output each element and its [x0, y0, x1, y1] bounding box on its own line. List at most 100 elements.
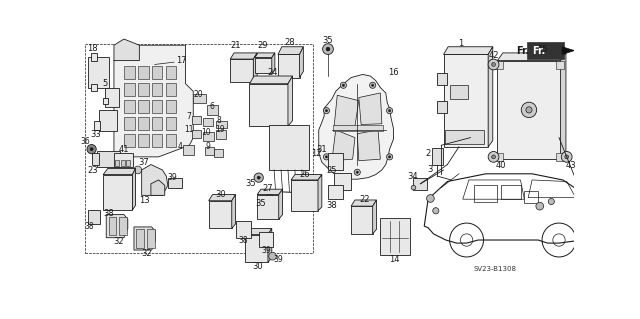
- Bar: [136, 229, 144, 248]
- Bar: [152, 83, 163, 96]
- Text: 12: 12: [311, 149, 322, 158]
- Circle shape: [387, 108, 393, 114]
- Circle shape: [90, 148, 93, 151]
- Text: SV23-B1308: SV23-B1308: [474, 265, 516, 271]
- Bar: [88, 57, 109, 87]
- Text: 39: 39: [274, 255, 284, 264]
- Text: 7: 7: [186, 112, 191, 121]
- Text: 26: 26: [300, 170, 310, 179]
- Bar: [183, 145, 194, 154]
- Text: 24: 24: [268, 68, 278, 77]
- Bar: [278, 55, 300, 78]
- Polygon shape: [497, 53, 566, 61]
- Polygon shape: [561, 53, 566, 159]
- Text: 30: 30: [252, 263, 262, 271]
- Circle shape: [354, 169, 360, 175]
- Text: 40: 40: [496, 161, 506, 170]
- Circle shape: [371, 84, 374, 86]
- Polygon shape: [288, 76, 292, 126]
- Bar: [152, 66, 163, 79]
- Bar: [328, 153, 344, 170]
- Text: 5: 5: [102, 79, 108, 88]
- Circle shape: [134, 166, 141, 174]
- Bar: [152, 100, 163, 113]
- Bar: [207, 105, 218, 115]
- Text: 32: 32: [141, 249, 152, 258]
- Circle shape: [323, 154, 330, 160]
- Text: 31: 31: [317, 145, 327, 154]
- Text: 39: 39: [262, 246, 271, 255]
- Bar: [255, 57, 272, 73]
- Text: 9: 9: [205, 142, 211, 151]
- Bar: [333, 125, 383, 131]
- Bar: [236, 221, 251, 238]
- Polygon shape: [230, 53, 257, 59]
- Bar: [152, 134, 163, 147]
- Text: 29: 29: [257, 41, 268, 50]
- Polygon shape: [134, 227, 156, 250]
- Polygon shape: [272, 53, 275, 73]
- Polygon shape: [278, 47, 303, 55]
- Text: 1: 1: [458, 39, 463, 48]
- Text: 18: 18: [87, 44, 98, 53]
- Bar: [495, 153, 503, 161]
- Circle shape: [323, 44, 333, 55]
- Bar: [103, 174, 132, 210]
- Polygon shape: [318, 174, 322, 211]
- Polygon shape: [291, 174, 322, 180]
- Bar: [91, 53, 97, 61]
- Text: 3: 3: [427, 166, 433, 174]
- Text: 11: 11: [184, 125, 193, 134]
- Circle shape: [265, 195, 274, 204]
- Bar: [126, 160, 130, 166]
- Polygon shape: [255, 53, 275, 57]
- Text: 14: 14: [389, 255, 399, 264]
- Bar: [257, 195, 279, 219]
- Circle shape: [340, 82, 346, 88]
- Bar: [501, 185, 520, 199]
- Circle shape: [536, 202, 543, 210]
- Bar: [124, 83, 135, 96]
- Polygon shape: [351, 200, 376, 206]
- Bar: [259, 232, 273, 247]
- Bar: [527, 42, 564, 59]
- Circle shape: [268, 198, 271, 201]
- Text: 43: 43: [566, 161, 577, 170]
- Circle shape: [388, 109, 391, 112]
- Polygon shape: [232, 195, 236, 228]
- Text: 37: 37: [138, 158, 148, 167]
- Bar: [166, 66, 176, 79]
- Bar: [497, 61, 561, 159]
- Text: 23: 23: [88, 166, 99, 175]
- Bar: [445, 130, 484, 144]
- Circle shape: [356, 171, 358, 174]
- Circle shape: [426, 195, 435, 202]
- Bar: [216, 130, 227, 139]
- Bar: [138, 117, 148, 130]
- Circle shape: [411, 185, 416, 190]
- Bar: [97, 152, 120, 167]
- Polygon shape: [562, 47, 575, 55]
- Bar: [556, 153, 564, 161]
- Circle shape: [548, 198, 554, 204]
- Circle shape: [269, 252, 276, 260]
- Text: 15: 15: [537, 45, 547, 54]
- Bar: [147, 229, 155, 248]
- Bar: [92, 153, 99, 165]
- Text: 4: 4: [178, 142, 182, 151]
- Bar: [166, 134, 176, 147]
- Text: 33: 33: [90, 130, 101, 139]
- Polygon shape: [253, 53, 257, 82]
- Polygon shape: [250, 76, 292, 84]
- Text: 22: 22: [360, 196, 370, 204]
- Text: 28: 28: [284, 38, 295, 48]
- Text: 16: 16: [388, 68, 399, 77]
- Text: 35: 35: [323, 36, 333, 45]
- Bar: [380, 218, 410, 255]
- Bar: [216, 121, 227, 128]
- Bar: [99, 110, 117, 131]
- Bar: [450, 85, 468, 99]
- Polygon shape: [319, 74, 394, 179]
- Bar: [351, 206, 372, 234]
- Bar: [105, 87, 118, 107]
